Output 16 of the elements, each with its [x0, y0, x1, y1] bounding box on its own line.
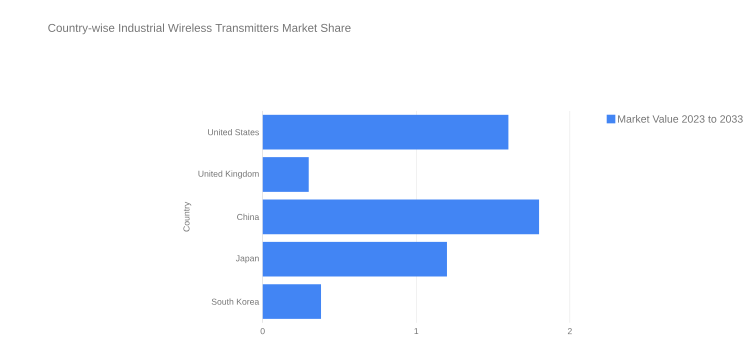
- bar: [262, 114, 508, 150]
- y-axis-title: Country: [183, 202, 192, 232]
- y-tick-label: China: [237, 213, 260, 220]
- x-tick-label: 0: [260, 328, 265, 334]
- bar: [262, 242, 447, 276]
- x-tick-label: 1: [414, 328, 418, 334]
- y-tick-label: South Korea: [212, 298, 260, 305]
- legend-label: Market Value 2023 to 2033: [618, 114, 743, 123]
- bar: [262, 156, 309, 192]
- y-tick-label: United Kingdom: [198, 170, 259, 178]
- chart-title: Country-wise Industrial Wireless Transmitters Market Share: [48, 23, 351, 34]
- y-tick-label: United States: [208, 128, 259, 136]
- x-tick-label: 2: [568, 328, 572, 334]
- bar: [262, 284, 322, 319]
- bar: [262, 199, 540, 234]
- y-tick-label: Japan: [236, 255, 259, 263]
